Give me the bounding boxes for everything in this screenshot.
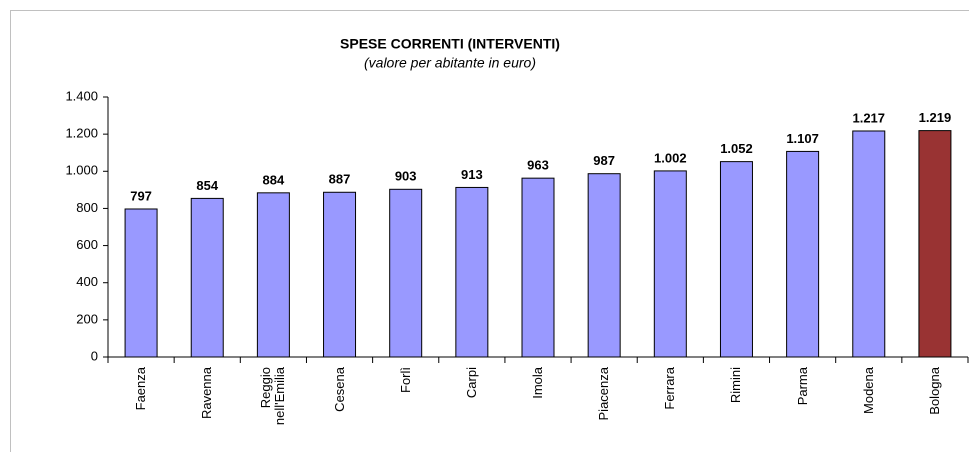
data-label: 887 bbox=[329, 172, 351, 187]
chart-subtitle: (valore per abitante in euro) bbox=[364, 55, 536, 71]
y-tick-label: 600 bbox=[76, 237, 98, 252]
x-tick-label: Forlì bbox=[397, 367, 413, 393]
x-tick-label: Parma bbox=[794, 367, 810, 406]
data-label: 913 bbox=[461, 167, 483, 182]
data-label: 1.107 bbox=[786, 131, 819, 146]
y-tick-label: 800 bbox=[76, 200, 98, 215]
bar bbox=[389, 188, 423, 358]
data-label: 1.219 bbox=[919, 110, 952, 125]
data-label: 963 bbox=[527, 158, 549, 173]
data-label: 1.002 bbox=[654, 150, 687, 165]
y-tick-label: 1.400 bbox=[65, 88, 98, 103]
bar bbox=[190, 197, 224, 358]
bar bbox=[124, 208, 158, 358]
bar bbox=[719, 161, 753, 358]
bar bbox=[653, 170, 687, 358]
y-tick-label: 1.000 bbox=[65, 163, 98, 178]
x-tick-label: Bologna bbox=[926, 367, 942, 415]
x-tick-label: Reggio nell'Emilia bbox=[258, 367, 288, 426]
data-label: 1.052 bbox=[720, 141, 753, 156]
data-label: 884 bbox=[263, 172, 285, 187]
y-tick-label: 0 bbox=[91, 348, 98, 363]
x-tick-label: Ravenna bbox=[199, 367, 215, 420]
x-tick-label: Piacenza bbox=[596, 367, 612, 421]
x-tick-label: Faenza bbox=[133, 367, 149, 411]
bar bbox=[455, 186, 489, 358]
chart-frame bbox=[10, 10, 969, 452]
x-tick-label: Ferrara bbox=[662, 367, 678, 410]
bar bbox=[918, 130, 952, 358]
bar bbox=[852, 130, 886, 358]
bar bbox=[323, 191, 357, 358]
bar bbox=[587, 173, 621, 358]
bar bbox=[256, 192, 290, 358]
data-label: 903 bbox=[395, 169, 417, 184]
chart-title: SPESE CORRENTI (INTERVENTI) bbox=[340, 36, 560, 52]
x-tick-label: Rimini bbox=[728, 367, 744, 404]
bar bbox=[786, 150, 820, 358]
x-tick-label: Carpi bbox=[463, 367, 479, 399]
data-label: 797 bbox=[130, 188, 152, 203]
x-tick-label: Imola bbox=[530, 367, 545, 399]
y-tick-label: 200 bbox=[76, 311, 98, 326]
x-tick-label: Modena bbox=[860, 367, 876, 414]
x-tick-label: Cesena bbox=[331, 367, 347, 412]
data-label: 854 bbox=[196, 178, 218, 193]
y-tick-label: 1.200 bbox=[65, 126, 98, 141]
data-label: 987 bbox=[593, 153, 615, 168]
bar bbox=[521, 177, 555, 358]
y-tick-label: 400 bbox=[76, 274, 98, 289]
data-label: 1.217 bbox=[852, 110, 885, 125]
